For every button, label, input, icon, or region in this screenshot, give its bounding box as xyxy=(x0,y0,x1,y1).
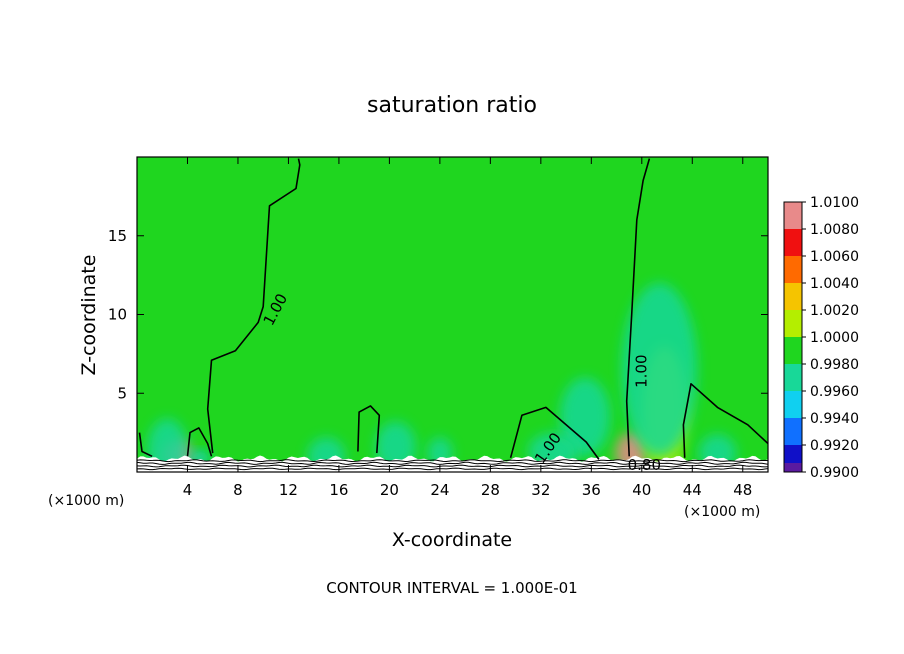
surface-contour-line xyxy=(137,461,768,465)
colorbar-segment xyxy=(784,391,802,418)
contour-interval-note: CONTOUR INTERVAL = 1.000E-01 xyxy=(326,579,577,597)
x-tick-label: 12 xyxy=(279,481,298,499)
colorbar-segment xyxy=(784,418,802,445)
x-tick-label: 20 xyxy=(380,481,399,499)
contour-line-1-00 xyxy=(625,158,651,457)
x-tick-label: 16 xyxy=(329,481,348,499)
y-axis-label: Z-coordinate xyxy=(78,255,100,376)
colorbar-segment xyxy=(784,256,802,283)
colorbar-label: 0.9960 xyxy=(810,384,859,400)
colorbar-segment xyxy=(784,463,802,472)
surface-contours xyxy=(137,455,768,472)
contour-line-1-00 xyxy=(682,383,768,458)
colorbar-label: 1.0020 xyxy=(810,303,859,319)
colorbar-segment xyxy=(784,364,802,391)
contour-lines xyxy=(138,158,768,460)
surface-contour-line xyxy=(137,467,768,471)
contour-label: 0.80 xyxy=(628,456,661,474)
colorbar-label: 0.9980 xyxy=(810,357,859,373)
x-tick-label: 24 xyxy=(430,481,449,499)
contour-line-1-00 xyxy=(357,405,381,454)
colorbar: 1.0100 1.0080 1.0060 1.0040 1.0020 1.0000 0.99… xyxy=(783,195,859,481)
contour-label: 1.00 xyxy=(632,354,650,387)
colorbar-label: 1.0060 xyxy=(810,249,859,265)
contour-line-1-00 xyxy=(509,406,600,460)
colorbar-segment xyxy=(784,337,802,364)
colorbar-segment xyxy=(784,202,802,229)
colorbar-segment xyxy=(784,229,802,256)
x-tick-label: 28 xyxy=(481,481,500,499)
colorbar-label: 1.0080 xyxy=(810,222,859,238)
colorbar-label: 1.0040 xyxy=(810,276,859,292)
surface-contour-line xyxy=(137,459,768,463)
x-tick-label: 44 xyxy=(683,481,702,499)
y-tick-label: 15 xyxy=(108,227,127,245)
contour-line-1-00 xyxy=(186,427,213,457)
color-blob xyxy=(621,283,698,457)
colorbar-label: 0.9940 xyxy=(810,411,859,427)
x-tick-label: 8 xyxy=(233,481,243,499)
y-tick-label: 5 xyxy=(117,384,127,402)
colorbar-label: 0.9900 xyxy=(810,465,859,481)
colorbar-label: 1.0000 xyxy=(810,330,859,346)
x-tick-label: 32 xyxy=(531,481,550,499)
contour-line-1-00 xyxy=(138,432,153,458)
surface-contour-line xyxy=(137,464,768,468)
colorbar-segment xyxy=(784,310,802,337)
x-unit-left: (×1000 m) xyxy=(48,493,124,509)
colorbar-segment xyxy=(784,283,802,310)
colorbar-label: 1.0100 xyxy=(810,195,859,211)
x-axis-label: X-coordinate xyxy=(392,529,512,551)
x-unit-right: (×1000 m) xyxy=(684,504,760,520)
contour-line-1-00 xyxy=(206,158,301,454)
x-tick-label: 40 xyxy=(632,481,651,499)
plot-area: 1.001.001.00 0.80 xyxy=(136,156,769,474)
x-axis: 4 8 12 16 20 24 28 32 36 40 44 48 xyxy=(183,157,752,499)
y-tick-label: 10 xyxy=(108,306,127,324)
y-axis: 5 10 15 xyxy=(108,227,768,402)
x-tick-label: 48 xyxy=(733,481,752,499)
x-tick-label: 36 xyxy=(582,481,601,499)
colorbar-label: 0.9920 xyxy=(810,438,859,454)
x-tick-label: 4 xyxy=(183,481,193,499)
chart-title: saturation ratio xyxy=(367,93,537,118)
color-blob xyxy=(559,377,611,457)
